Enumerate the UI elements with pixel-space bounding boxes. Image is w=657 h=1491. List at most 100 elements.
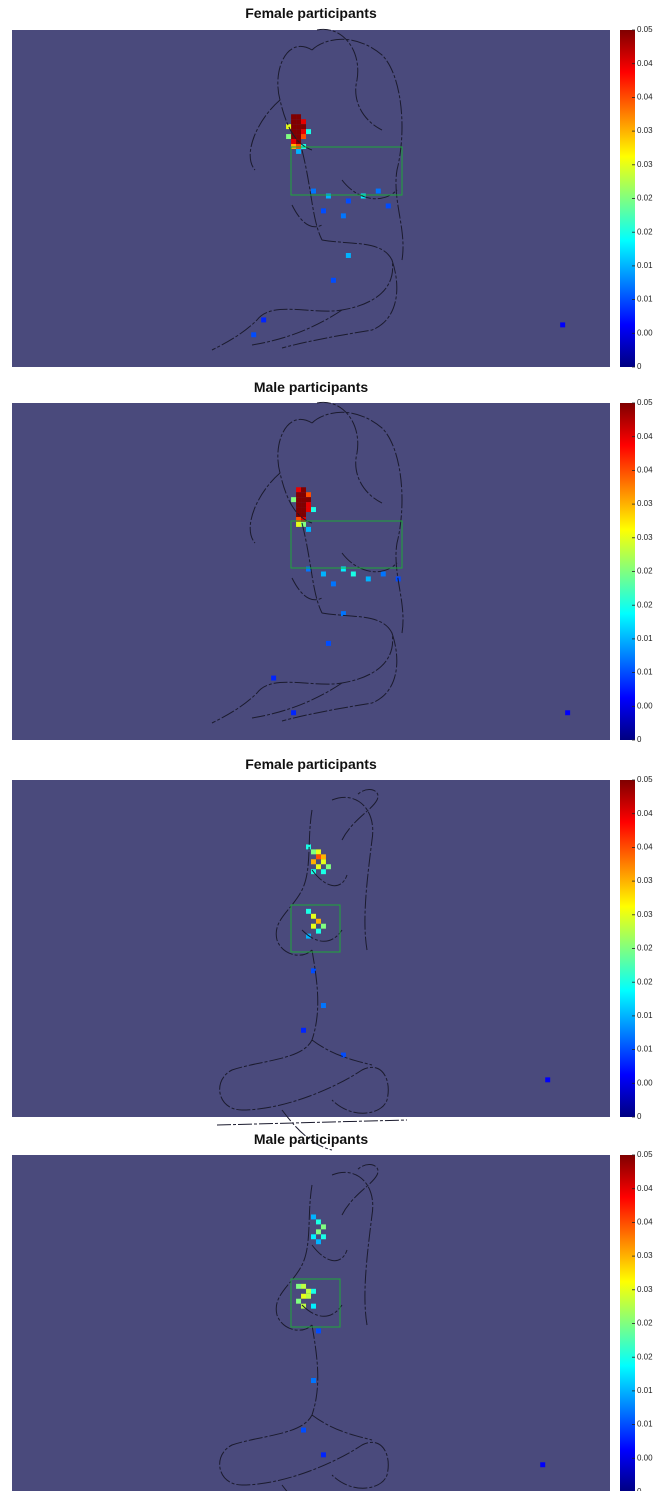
heat-cell (301, 507, 307, 513)
heat-cell (296, 124, 302, 130)
heat-cell (320, 208, 326, 214)
heat-cell (315, 1328, 321, 1334)
heat-cell (296, 1298, 302, 1304)
colorbar-tick-label: 0.01 (637, 1011, 653, 1020)
colorbar: 0 0.00 0.01 0.01 0.02 0.02 0.03 0.03 0.04 0.04 0.0… (620, 398, 653, 744)
colorbar-tick-label: 0.03 (637, 160, 653, 169)
panel: Female participants 0 0.00 0.01 0.01 0.02 0.0… (12, 756, 653, 1151)
heat-cell (301, 1283, 307, 1289)
heat-cell (325, 864, 331, 870)
colorbar-tick-label: 0.00 (637, 1078, 653, 1087)
colorbar-tick-label: 0.01 (637, 668, 653, 677)
heat-cell (311, 1378, 316, 1383)
colorbar-tick-label: 0.02 (637, 944, 653, 953)
panel-title: Female participants (245, 756, 377, 772)
colorbar-tick-label: 0.04 (637, 59, 653, 68)
heat-cell (291, 139, 297, 144)
heat-cell (311, 1234, 316, 1240)
colorbar: 0 0.00 0.01 0.01 0.02 0.02 0.03 0.03 0.04 0.04 0.0… (620, 25, 653, 371)
heat-cell (330, 581, 336, 587)
panel-title: Female participants (245, 5, 377, 21)
colorbar-tick-label: 0.02 (637, 1352, 653, 1361)
heat-cell (306, 1288, 311, 1294)
heat-cell (296, 129, 302, 135)
heat-cell (306, 1293, 311, 1299)
colorbar-tick-label: 0 (637, 1112, 642, 1121)
heat-cell (311, 913, 316, 919)
colorbar-tick-label: 0.04 (637, 1218, 653, 1227)
heat-cell (380, 571, 386, 577)
colorbar-tick-label: 0.01 (637, 1420, 653, 1429)
heat-cell (375, 188, 381, 194)
colorbar-tick-label: 0.01 (637, 295, 653, 304)
colorbar-tick-label: 0.00 (637, 1453, 653, 1462)
colorbar-tick-label: 0.01 (637, 261, 653, 270)
aoi-box (290, 520, 403, 569)
heat-cell (340, 1052, 346, 1058)
colorbar-tick-label: 0.03 (637, 1285, 653, 1294)
heat-cell (330, 277, 336, 283)
colorbar-tick-label: 0.04 (637, 93, 653, 102)
aoi-box (290, 1278, 341, 1328)
colorbar-scale (620, 1155, 635, 1491)
colorbar-tick-label: 0.04 (637, 809, 653, 818)
heat-cell (306, 129, 311, 135)
colorbar-scale (620, 30, 635, 367)
colorbar-tick-label: 0.02 (637, 194, 653, 203)
heat-cell (320, 571, 326, 577)
heat-cell (296, 521, 302, 527)
heat-cell (315, 849, 321, 855)
colorbar-tick-label: 0.02 (637, 227, 653, 236)
colorbar-tick-label: 0.00 (637, 328, 653, 337)
panel: Male participants 00.000.010.010.020.020… (12, 379, 653, 744)
heat-cell (301, 487, 307, 493)
colorbar-tick-label: 0.03 (637, 1251, 653, 1260)
colorbar-tick-label: 0.01 (637, 1045, 653, 1054)
heat-cell (296, 143, 302, 149)
panel: Female participants 0 0.00 0.01 0.01 0.02 0.0… (12, 5, 653, 371)
colorbar-tick-label: 0 (637, 735, 642, 744)
colorbar: 0 0.00 0.01 0.01 0.02 0.02 0.03 0.03 0.04 0.04 0.0… (620, 1150, 653, 1491)
heat-cell (301, 512, 307, 517)
heat-cell (320, 869, 326, 875)
colorbar-tick-label: 0.05 (637, 398, 653, 407)
heat-cell (320, 1224, 326, 1230)
colorbar-tick-label: 0.03 (637, 126, 653, 135)
heat-cell (296, 148, 302, 154)
colorbar-tick-label: 0.04 (637, 843, 653, 852)
heat-cell (291, 124, 297, 130)
heatmap-background (12, 1155, 610, 1491)
colorbar-tick-label: 0 (637, 362, 642, 371)
colorbar-scale (620, 403, 635, 740)
heat-cell (296, 507, 302, 513)
heat-cell (311, 968, 316, 974)
heat-cell (311, 1288, 316, 1294)
heat-cell (296, 492, 302, 498)
heat-cell (340, 566, 346, 572)
panel: Male participants 00.000.010.010.020.020… (12, 1131, 653, 1491)
heat-cell (565, 710, 571, 716)
colorbar-tick-label: 0.03 (637, 876, 653, 885)
heat-cell (311, 188, 316, 194)
heat-cell (315, 1239, 321, 1245)
colorbar-tick-label: 0.02 (637, 600, 653, 609)
heat-cell (296, 487, 302, 493)
heat-cell (311, 923, 316, 929)
heat-cell (315, 1219, 321, 1225)
aoi-box (290, 146, 403, 196)
heat-cell (345, 198, 351, 204)
heat-cell (340, 213, 346, 219)
heat-cell (291, 710, 297, 716)
colorbar-tick-label: 0.02 (637, 1319, 653, 1328)
aoi-box (290, 904, 341, 953)
heat-cell (301, 1427, 307, 1433)
heat-cell (306, 566, 311, 572)
heat-cell (291, 497, 297, 503)
heat-cell (311, 1214, 316, 1220)
heat-cell (306, 507, 311, 513)
colorbar-tick-label: 0.04 (637, 1184, 653, 1193)
heat-cell (286, 124, 292, 130)
heat-cell (301, 492, 307, 498)
colorbar-scale (620, 780, 635, 1117)
